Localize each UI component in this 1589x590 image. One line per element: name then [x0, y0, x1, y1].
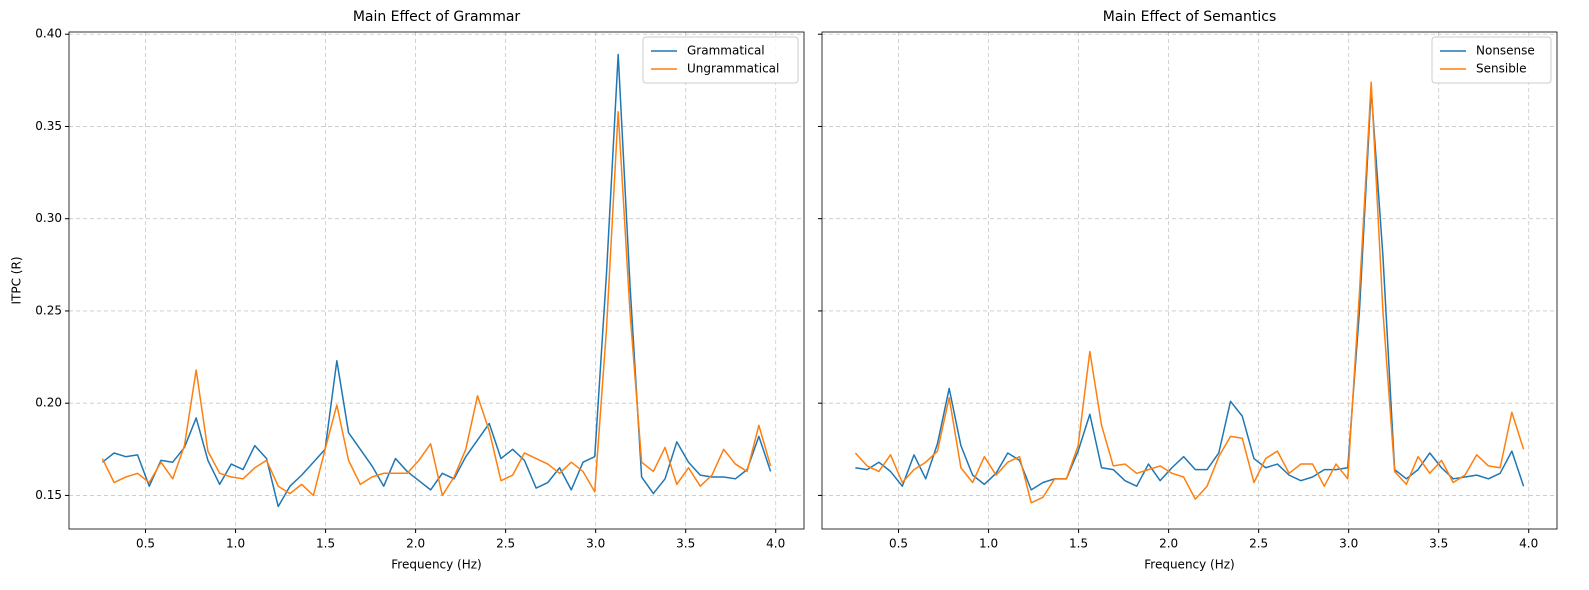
- x-tick-label: 2.5: [496, 537, 515, 551]
- x-axis-label: Frequency (Hz): [1144, 558, 1235, 572]
- x-tick-label: 3.0: [1339, 537, 1358, 551]
- series-line: [101, 110, 772, 497]
- y-tick-label: 0.35: [35, 119, 62, 133]
- x-tick-label: 0.5: [136, 537, 155, 551]
- x-tick-label: 0.5: [889, 537, 908, 551]
- y-tick-label: 0.15: [35, 488, 62, 502]
- x-tick-label: 4.0: [1519, 537, 1538, 551]
- series-line: [855, 88, 1525, 491]
- y-tick-label: 0.20: [35, 396, 62, 410]
- x-tick-label: 3.0: [586, 537, 605, 551]
- y-tick-label: 0.30: [35, 211, 62, 225]
- legend-label: Ungrammatical: [687, 62, 779, 76]
- legend-label: Grammatical: [687, 44, 765, 58]
- x-tick-label: 1.0: [979, 537, 998, 551]
- legend: Nonsense Sensible: [1431, 36, 1552, 84]
- plot-frame: [68, 31, 805, 530]
- x-tick-label: 3.5: [1429, 537, 1448, 551]
- series-line: [101, 53, 772, 508]
- legend-box: [1431, 36, 1552, 84]
- y-tick-label: 0.25: [35, 303, 62, 317]
- x-tick-label: 4.0: [766, 537, 785, 551]
- series-line: [854, 81, 1525, 504]
- x-tick-label: 2.5: [1249, 537, 1268, 551]
- y-axis-label: ITPC (R): [10, 257, 24, 305]
- legend-box: [642, 36, 799, 84]
- legend: Grammatical Ungrammatical: [642, 36, 799, 84]
- x-tick-label: 2.0: [1159, 537, 1178, 551]
- legend-label: Sensible: [1476, 62, 1527, 76]
- x-tick-label: 1.5: [1069, 537, 1088, 551]
- chart-title: Main Effect of Grammar: [353, 9, 521, 25]
- x-axis-label: Frequency (Hz): [391, 558, 482, 572]
- x-tick-label: 2.0: [406, 537, 425, 551]
- legend-label: Nonsense: [1476, 44, 1535, 58]
- y-tick-label: 0.40: [35, 27, 62, 41]
- x-tick-label: 3.5: [676, 537, 695, 551]
- chart-title: Main Effect of Semantics: [1103, 9, 1277, 25]
- x-tick-label: 1.0: [226, 537, 245, 551]
- x-tick-label: 1.5: [316, 537, 335, 551]
- plot-frame: [821, 31, 1558, 530]
